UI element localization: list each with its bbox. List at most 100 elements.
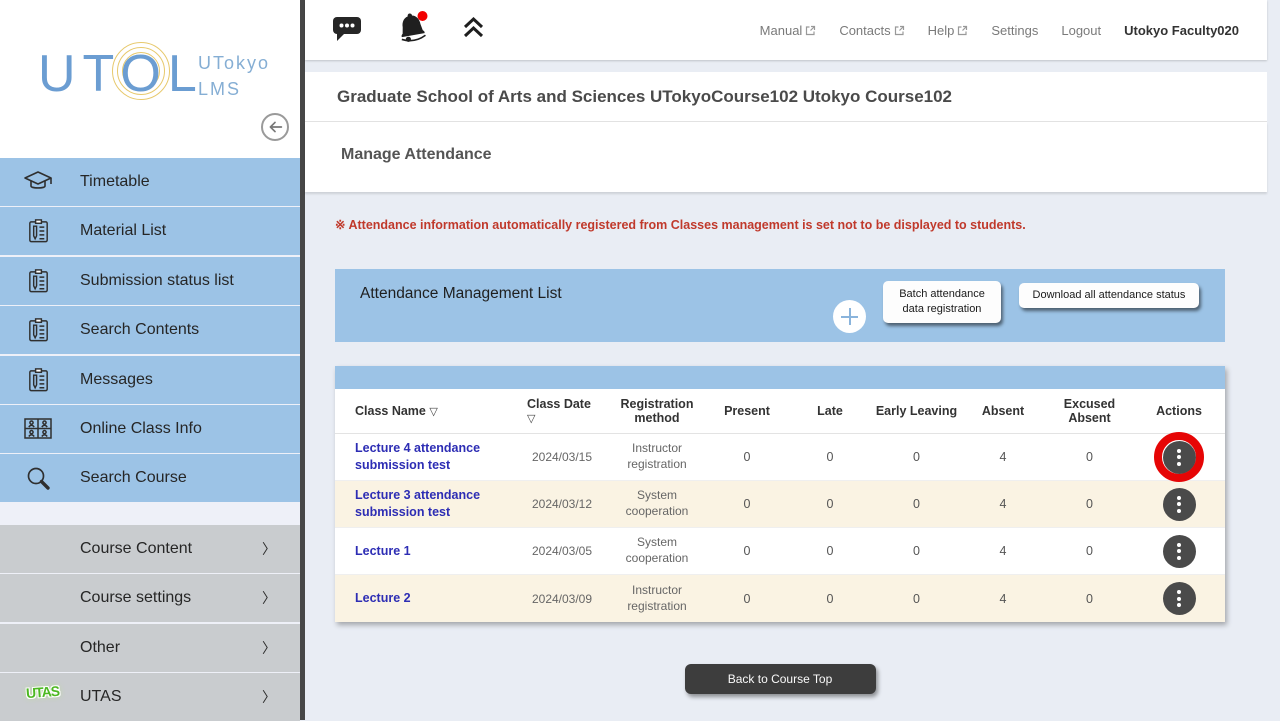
sidebar-item-label: Online Class Info [80, 419, 202, 437]
top-header-bar: Manual Contacts Help Settings Logout Uto… [305, 0, 1267, 60]
table-row: Lecture 4 attendance submission test 202… [335, 432, 1225, 482]
sidebar-group-course-settings[interactable]: Course settings 〉 [0, 574, 300, 623]
late-count: 0 [826, 497, 834, 511]
sidebar-group-utas[interactable]: UTAS UTAS 〉 [0, 672, 300, 721]
clipboard-icon [21, 367, 55, 393]
excused-absent-count: 0 [1086, 450, 1093, 464]
sidebar-item-label: Messages [80, 370, 153, 388]
sidebar-item-submission-status-list[interactable]: Submission status list [0, 256, 300, 305]
utol-logo: UTOL UTokyo LMS [38, 42, 268, 104]
sidebar-divider [0, 504, 300, 525]
class-name-link[interactable]: Lecture 1 [355, 543, 411, 558]
sidebar-group-course-content[interactable]: Course Content 〉 [0, 524, 300, 573]
column-header-absent: Absent [981, 404, 1025, 418]
external-link-icon [894, 25, 904, 35]
late-count: 0 [826, 544, 834, 558]
sidebar-item-label: Search Contents [80, 321, 200, 339]
present-count: 0 [743, 591, 751, 606]
people-grid-icon [21, 417, 55, 440]
absent-count: 4 [999, 544, 1007, 558]
class-name-link[interactable]: Lecture 3 attendance submission test [355, 488, 481, 519]
column-header-class-name[interactable]: Class Name ▽ [355, 404, 438, 418]
notification-badge [417, 10, 428, 21]
early-leaving-count: 0 [913, 544, 920, 558]
registration-method: System cooperation [625, 535, 689, 565]
group-label: UTAS [80, 687, 122, 705]
sidebar-item-search-course[interactable]: Search Course [0, 454, 300, 503]
column-header-class-date[interactable]: Class Date ▽ [517, 396, 607, 427]
sidebar-logo-area: UTOL UTokyo LMS [0, 0, 300, 158]
sidebar-item-label: Material List [80, 222, 167, 240]
class-name-link[interactable]: Lecture 4 attendance submission test [355, 441, 481, 472]
sidebar-item-material-list[interactable]: Material List [0, 207, 300, 256]
add-attendance-button[interactable] [833, 300, 866, 333]
early-leaving-count: 0 [913, 497, 920, 511]
settings-link[interactable]: Settings [991, 22, 1039, 38]
registration-method: System cooperation [625, 488, 689, 518]
batch-attendance-registration-button[interactable]: Batch attendance data registration [883, 281, 1001, 323]
row-actions-button[interactable] [1162, 440, 1196, 474]
sidebar-item-label: Search Course [80, 469, 187, 487]
table-header-row: Class Name ▽ Class Date ▽ Registration m… [335, 389, 1225, 434]
row-actions-button[interactable] [1162, 487, 1196, 521]
manual-link[interactable]: Manual [760, 23, 817, 38]
chat-icon[interactable] [331, 14, 363, 47]
back-to-course-top-button[interactable]: Back to Course Top [684, 664, 876, 694]
sidebar-group-other[interactable]: Other 〉 [0, 623, 300, 672]
sidebar-item-timetable[interactable]: Timetable [0, 158, 300, 206]
group-label: Other [80, 638, 121, 656]
clipboard-icon [21, 218, 55, 244]
page-title: Manage Attendance [305, 122, 1267, 192]
clipboard-icon [21, 268, 55, 294]
attendance-warning-note: ※ Attendance information automatically r… [335, 218, 1026, 232]
chevron-right-icon: 〉 [262, 590, 276, 607]
attendance-table: Class Name ▽ Class Date ▽ Registration m… [335, 366, 1225, 622]
late-count: 0 [826, 450, 834, 464]
sidebar-item-label: Timetable [80, 173, 150, 190]
attendance-management-panel: Attendance Management List Batch attenda… [335, 269, 1225, 342]
contacts-link[interactable]: Contacts [839, 23, 904, 38]
table-row: Lecture 3 attendance submission test 202… [335, 481, 1225, 528]
chevron-right-icon: 〉 [262, 639, 276, 656]
logout-link[interactable]: Logout [1061, 22, 1102, 38]
row-actions-button[interactable] [1162, 582, 1196, 615]
present-count: 0 [743, 450, 751, 464]
row-actions-button[interactable] [1162, 534, 1196, 568]
absent-count: 4 [999, 591, 1007, 606]
column-header-late: Late [817, 404, 843, 418]
column-header-registration-method: Registration method [620, 397, 694, 425]
early-leaving-count: 0 [913, 450, 920, 464]
class-date: 2024/03/12 [531, 497, 593, 511]
present-count: 0 [743, 497, 751, 511]
column-header-actions: Actions [1156, 404, 1202, 418]
main-content: Manual Contacts Help Settings Logout Uto… [300, 0, 1280, 720]
chevron-right-icon: 〉 [262, 540, 276, 557]
search-icon [21, 465, 55, 492]
class-date: 2024/03/09 [531, 591, 593, 606]
logo-subtitle: UTokyo LMS [198, 53, 271, 100]
download-all-attendance-button[interactable]: Download all attendance status [1019, 283, 1199, 308]
class-name-link[interactable]: Lecture 2 [355, 591, 411, 606]
collapse-up-icon[interactable] [461, 16, 486, 44]
course-title: Graduate School of Arts and Sciences UTo… [305, 72, 1267, 122]
sidebar-item-label: Submission status list [80, 271, 234, 289]
column-header-present: Present [724, 404, 770, 418]
sidebar-item-search-contents[interactable]: Search Contents [0, 306, 300, 355]
sidebar-item-online-class-info[interactable]: Online Class Info [0, 404, 300, 453]
group-label: Course settings [80, 589, 192, 607]
notification-bell-icon[interactable] [393, 10, 431, 51]
sidebar: UTOL UTokyo LMS Timetable Material L [0, 0, 300, 721]
class-date: 2024/03/15 [531, 450, 593, 464]
username: Utokyo Faculty020 [1124, 22, 1239, 38]
excused-absent-count: 0 [1086, 591, 1093, 606]
logo-rings-decoration [112, 42, 170, 100]
sort-descending-icon[interactable]: ▽ [527, 412, 536, 425]
excused-absent-count: 0 [1086, 497, 1093, 511]
sidebar-item-messages[interactable]: Messages [0, 355, 300, 404]
absent-count: 4 [999, 497, 1007, 511]
help-link[interactable]: Help [928, 23, 969, 38]
collapse-sidebar-button[interactable] [261, 113, 289, 141]
sort-descending-icon[interactable]: ▽ [429, 406, 438, 418]
excused-absent-count: 0 [1086, 544, 1093, 558]
utas-logo-icon: UTAS [25, 682, 60, 702]
